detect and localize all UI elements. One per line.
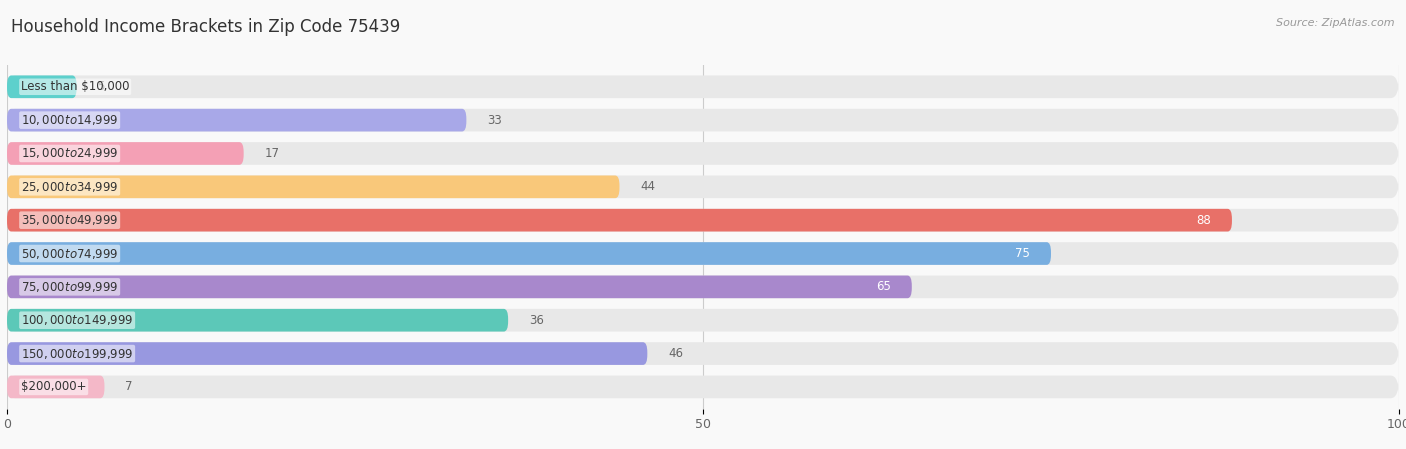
Text: $75,000 to $99,999: $75,000 to $99,999 (21, 280, 118, 294)
FancyBboxPatch shape (7, 142, 243, 165)
FancyBboxPatch shape (7, 75, 77, 98)
Text: 65: 65 (876, 280, 891, 293)
Text: 88: 88 (1197, 214, 1211, 227)
Text: $35,000 to $49,999: $35,000 to $49,999 (21, 213, 118, 227)
Text: Source: ZipAtlas.com: Source: ZipAtlas.com (1277, 18, 1395, 28)
Text: $10,000 to $14,999: $10,000 to $14,999 (21, 113, 118, 127)
FancyBboxPatch shape (7, 309, 508, 331)
FancyBboxPatch shape (7, 142, 1399, 165)
Text: 36: 36 (529, 314, 544, 327)
FancyBboxPatch shape (7, 342, 647, 365)
FancyBboxPatch shape (7, 342, 1399, 365)
FancyBboxPatch shape (7, 309, 1399, 331)
Text: Less than $10,000: Less than $10,000 (21, 80, 129, 93)
Text: 5: 5 (97, 80, 105, 93)
FancyBboxPatch shape (7, 375, 1399, 398)
FancyBboxPatch shape (7, 176, 620, 198)
FancyBboxPatch shape (7, 242, 1052, 265)
Text: 46: 46 (668, 347, 683, 360)
FancyBboxPatch shape (7, 109, 467, 132)
Text: 17: 17 (264, 147, 280, 160)
FancyBboxPatch shape (7, 375, 104, 398)
FancyBboxPatch shape (7, 276, 912, 298)
FancyBboxPatch shape (7, 242, 1399, 265)
Text: $150,000 to $199,999: $150,000 to $199,999 (21, 347, 134, 361)
FancyBboxPatch shape (7, 109, 1399, 132)
Text: $100,000 to $149,999: $100,000 to $149,999 (21, 313, 134, 327)
Text: $50,000 to $74,999: $50,000 to $74,999 (21, 247, 118, 260)
FancyBboxPatch shape (7, 209, 1232, 232)
Text: $25,000 to $34,999: $25,000 to $34,999 (21, 180, 118, 194)
Text: 75: 75 (1015, 247, 1031, 260)
Text: $15,000 to $24,999: $15,000 to $24,999 (21, 146, 118, 160)
Text: 44: 44 (640, 180, 655, 194)
FancyBboxPatch shape (7, 276, 1399, 298)
FancyBboxPatch shape (7, 209, 1399, 232)
Text: $200,000+: $200,000+ (21, 380, 86, 393)
Text: 7: 7 (125, 380, 132, 393)
FancyBboxPatch shape (7, 176, 1399, 198)
FancyBboxPatch shape (7, 75, 1399, 98)
Text: 33: 33 (488, 114, 502, 127)
Text: Household Income Brackets in Zip Code 75439: Household Income Brackets in Zip Code 75… (11, 18, 401, 36)
